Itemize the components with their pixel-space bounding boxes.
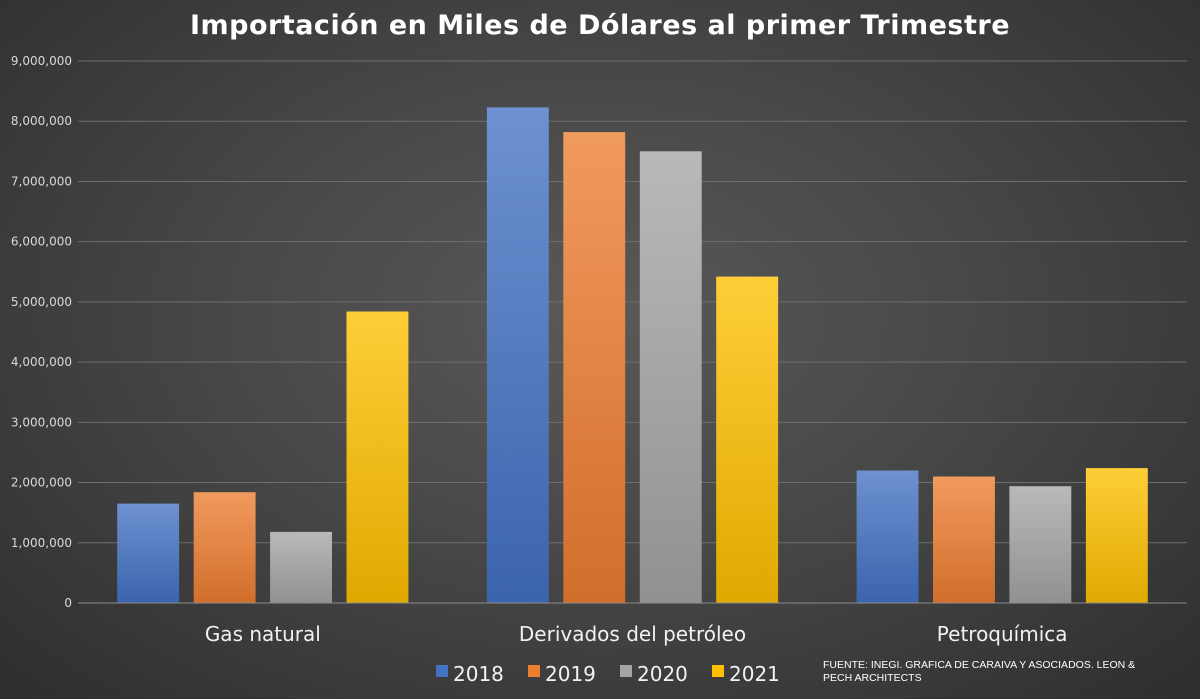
source-note: FUENTE: INEGI. GRAFICA DE CARAIVA Y ASOC…	[823, 659, 1136, 684]
bar-2020-2	[1009, 486, 1072, 603]
legend-swatch-2020	[620, 665, 632, 677]
chart-title: Importación en Miles de Dólares al prime…	[189, 10, 1011, 41]
y-tick-label: 6,000,000	[11, 235, 72, 249]
bar-2018-1	[486, 107, 549, 604]
bar-2021-2	[1085, 468, 1148, 603]
x-tick-label: Gas natural	[205, 622, 321, 646]
y-tick-label: 9,000,000	[11, 54, 72, 68]
y-tick-label: 4,000,000	[11, 355, 72, 369]
bar-2021-0	[346, 311, 409, 603]
bar-2019-0	[193, 492, 256, 603]
x-tick-label: Petroquímica	[937, 622, 1068, 646]
legend: 2018 2019 2020 2021	[436, 662, 780, 686]
legend-label-2020: 2020	[637, 662, 688, 686]
y-tick-label: 8,000,000	[11, 114, 72, 128]
bar-2018-2	[856, 470, 919, 603]
y-tick-label: 0	[64, 596, 72, 610]
bar-2020-0	[270, 531, 332, 603]
bar-2020-1	[639, 151, 702, 604]
x-tick-label: Derivados del petróleo	[519, 622, 746, 646]
bar-2019-1	[563, 132, 626, 603]
legend-swatch-2019	[528, 665, 540, 677]
legend-label-2021: 2021	[729, 662, 780, 686]
bar-2019-2	[933, 476, 995, 603]
bar-2018-0	[117, 503, 180, 603]
y-tick-label: 1,000,000	[11, 536, 72, 550]
gridlines	[78, 60, 1187, 544]
y-tick-label: 7,000,000	[11, 174, 72, 188]
legend-label-2018: 2018	[453, 662, 504, 686]
bars	[117, 107, 1148, 604]
y-axis-ticks: 0 1,000,000 2,000,000 3,000,000 4,000,000 5,0…	[11, 54, 72, 610]
x-axis-ticks: Gas natural Derivados del petróleo Petroqu…	[205, 622, 1068, 646]
y-tick-label: 5,000,000	[11, 295, 72, 309]
legend-swatch-2021	[712, 665, 724, 677]
y-tick-label: 2,000,000	[11, 476, 72, 490]
legend-label-2019: 2019	[545, 662, 596, 686]
y-tick-label: 3,000,000	[11, 415, 72, 429]
legend-swatch-2018	[436, 665, 448, 677]
bar-2021-1	[716, 276, 779, 603]
